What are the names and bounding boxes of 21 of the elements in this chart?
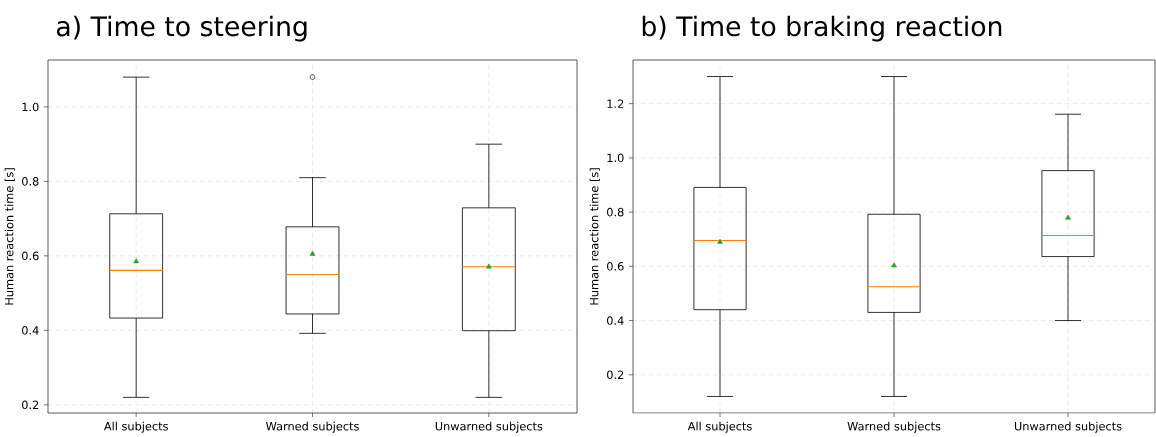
y-tick-label: 1.2 — [607, 99, 624, 108]
x-tick-label: All subjects — [687, 421, 752, 433]
x-tick-label: All subjects — [103, 421, 168, 433]
y-tick-label: 0.8 — [607, 207, 624, 217]
y-tick-label: 0.4 — [607, 316, 624, 325]
y-tick-label: 0.8 — [22, 177, 39, 186]
y-axis-title: Human reaction time [s] — [589, 168, 600, 305]
x-tick-label: Unwarned subjects — [435, 421, 543, 433]
chart-title: a) Time to steering — [56, 15, 307, 42]
y-tick-label: 1.0 — [607, 153, 624, 163]
y-tick-label: 0.2 — [607, 370, 624, 379]
y-tick-label: 0.6 — [22, 251, 39, 261]
x-tick-label: Warned subjects — [265, 421, 359, 433]
y-tick-label: 1.0 — [22, 102, 39, 112]
y-tick-label: 0.2 — [22, 400, 39, 410]
x-tick-label: Unwarned subjects — [1014, 421, 1122, 433]
y-axis-title: Human reaction time [s] — [4, 168, 15, 305]
y-tick-label: 0.6 — [607, 261, 624, 271]
chart-title: b) Time to braking reaction — [642, 15, 1002, 42]
x-tick-label: Warned subjects — [847, 421, 941, 433]
y-tick-label: 0.4 — [22, 326, 39, 335]
